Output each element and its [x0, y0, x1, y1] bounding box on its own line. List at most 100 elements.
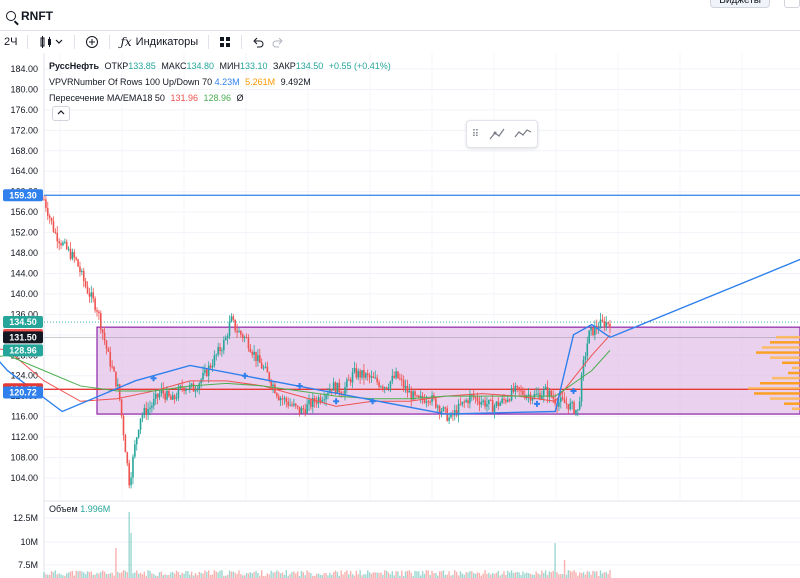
- volume-bar: [83, 572, 85, 578]
- candle-body: [569, 402, 572, 410]
- volume-bar: [554, 543, 556, 578]
- volume-bar: [313, 575, 316, 578]
- candle-body: [429, 401, 431, 403]
- candle-body: [223, 340, 225, 351]
- path-tool-icon[interactable]: [514, 127, 532, 141]
- volume-bar: [67, 572, 70, 578]
- candle-body: [168, 390, 170, 397]
- volume-bar: [427, 570, 429, 578]
- volume-bar: [88, 572, 91, 578]
- candle-body: [101, 329, 104, 333]
- candle-body: [300, 408, 303, 414]
- volume-profile-bar: [762, 346, 800, 349]
- undo-button[interactable]: [248, 32, 268, 52]
- chart-type-button[interactable]: [34, 32, 68, 52]
- volume-bar: [438, 571, 441, 578]
- volume-bar: [321, 575, 323, 578]
- volume-bar: [111, 572, 113, 578]
- volume-bar: [573, 570, 575, 578]
- volume-bar: [401, 570, 403, 578]
- candle-body: [484, 400, 486, 407]
- widgets-button[interactable]: Виджеты: [710, 0, 770, 8]
- candle-body: [353, 368, 356, 373]
- window-control[interactable]: [784, 0, 800, 8]
- candle-body: [387, 387, 390, 389]
- volume-bar: [482, 573, 484, 578]
- volume-bar: [334, 570, 337, 578]
- volume-bar: [575, 572, 577, 578]
- collapse-legend-button[interactable]: [52, 106, 70, 121]
- candle-body: [459, 403, 462, 405]
- volume-bar: [425, 570, 428, 578]
- candle-body: [58, 241, 60, 244]
- volume-bar: [75, 570, 77, 578]
- volume-bar: [518, 572, 520, 578]
- candle-body: [238, 331, 240, 333]
- chart-toolbar: 2Ч ƒx Индикаторы: [0, 31, 800, 53]
- volume-bar: [399, 575, 401, 578]
- drawing-floating-toolbar[interactable]: ⠿: [466, 120, 538, 148]
- volume-bar: [349, 571, 352, 578]
- volume-bar: [378, 572, 380, 578]
- candle-body: [285, 398, 288, 402]
- interval-selector[interactable]: 2Ч: [4, 36, 18, 48]
- candle-body: [559, 397, 562, 403]
- candle-body: [321, 400, 324, 402]
- volume-bar: [552, 570, 554, 578]
- volume-bar: [156, 575, 159, 578]
- volume-bar: [304, 575, 306, 578]
- path-anchor-marker: [296, 382, 303, 389]
- candle-body: [340, 392, 342, 395]
- top-bar: RNFT Виджеты: [0, 0, 800, 31]
- volume-bar: [276, 570, 278, 578]
- compare-button[interactable]: [81, 32, 103, 52]
- volume-profile-bar: [776, 335, 800, 339]
- candle-body: [376, 377, 378, 383]
- price-tick-label: 104.00: [10, 473, 38, 483]
- volume-profile-bar: [792, 366, 800, 370]
- volume-bar: [368, 572, 371, 578]
- volume-bar: [100, 571, 102, 578]
- volume-bar: [211, 574, 214, 578]
- volume-bar: [198, 571, 200, 578]
- templates-button[interactable]: [215, 32, 235, 52]
- candle-body: [79, 266, 81, 273]
- redo-button[interactable]: [268, 32, 288, 52]
- volume-bar: [177, 572, 180, 578]
- vpvr-params: Number Of Rows 100 Up/Down 70: [73, 77, 213, 87]
- volume-bar: [607, 573, 609, 578]
- candle-body: [416, 395, 418, 397]
- volume-bar: [537, 573, 539, 578]
- line-style-icon[interactable]: [489, 127, 505, 141]
- candle-body: [495, 401, 498, 406]
- candle-body: [137, 429, 140, 438]
- volume-bar: [565, 574, 568, 578]
- range-box: [96, 326, 800, 415]
- candle-body: [349, 379, 352, 383]
- candle-body: [175, 398, 178, 400]
- candle-body: [255, 351, 257, 362]
- volume-bar: [200, 572, 202, 578]
- candle-body: [249, 348, 252, 353]
- symbol-search[interactable]: RNFT: [6, 9, 53, 23]
- volume-bar: [359, 570, 361, 578]
- volume-bar: [493, 574, 496, 578]
- volume-bar: [336, 571, 339, 578]
- volume-bar: [454, 570, 456, 578]
- drag-handle-icon[interactable]: ⠿: [471, 128, 480, 140]
- volume-bar: [217, 572, 219, 578]
- price-axis: 184.00180.00176.00172.00168.00164.00160.…: [0, 53, 45, 578]
- volume-bar: [391, 571, 394, 578]
- indicators-button[interactable]: ƒx Индикаторы: [116, 32, 202, 52]
- candle-body: [162, 388, 165, 394]
- grid-icon: [220, 37, 231, 47]
- candle-body: [380, 386, 382, 388]
- price-chart[interactable]: 184.00180.00176.00172.00168.00164.00160.…: [0, 53, 800, 578]
- candle-body: [43, 199, 45, 201]
- volume-bar: [571, 571, 573, 578]
- candle-body: [264, 366, 267, 368]
- volume-bar: [412, 575, 414, 578]
- candle-body: [90, 292, 93, 297]
- candle-body: [325, 394, 327, 400]
- candle-body: [52, 221, 55, 232]
